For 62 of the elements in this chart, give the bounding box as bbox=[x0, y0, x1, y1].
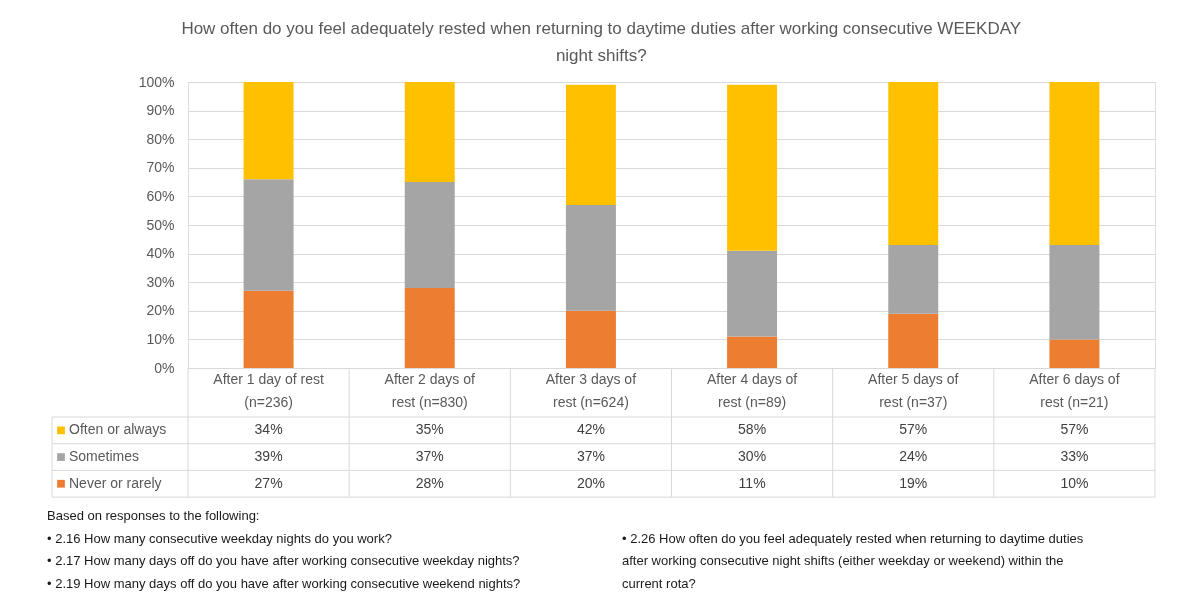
bar bbox=[888, 313, 939, 368]
y-tick-label: 60% bbox=[146, 187, 175, 204]
text: • 2.16 How many consecutive weekday nights do you work? bbox=[47, 530, 392, 546]
bar bbox=[1049, 82, 1100, 246]
bar bbox=[1049, 339, 1100, 368]
bar bbox=[888, 82, 939, 246]
bar bbox=[565, 204, 616, 311]
bar bbox=[727, 250, 778, 337]
bar bbox=[727, 336, 778, 368]
x-tick-label: After 5 days of rest (n=37) bbox=[868, 371, 959, 410]
x-tick-label: After 3 days of rest (n=624) bbox=[545, 371, 637, 410]
y-tick-label: 90% bbox=[146, 102, 175, 119]
data-label: 11% bbox=[738, 474, 766, 491]
data-label: 57% bbox=[1060, 421, 1089, 438]
data-label: 27% bbox=[254, 474, 283, 491]
data-label: 37% bbox=[415, 448, 444, 465]
data-label: 39% bbox=[254, 448, 283, 465]
x-tick-label: After 6 days of rest (n=21) bbox=[1029, 371, 1120, 410]
text: • 2.17 How many days off do you have after working consecutive weekday nights? bbox=[47, 553, 520, 569]
data-label: 10% bbox=[1060, 474, 1089, 491]
data-label: 28% bbox=[415, 474, 444, 491]
data-label: 20% bbox=[576, 474, 605, 491]
data-label: 58% bbox=[738, 421, 767, 438]
data-label: 37% bbox=[576, 448, 605, 465]
x-tick-label: After 2 days of rest (n=830) bbox=[384, 371, 475, 410]
y-tick-label: 10% bbox=[146, 330, 175, 347]
y-tick-label: 70% bbox=[146, 159, 175, 176]
y-tick-label: 30% bbox=[146, 273, 175, 290]
legend-label: Often or always bbox=[69, 421, 167, 438]
bar bbox=[1049, 245, 1100, 340]
data-label: 35% bbox=[415, 421, 444, 438]
bar bbox=[243, 179, 294, 291]
y-tick-label: 100% bbox=[138, 73, 175, 90]
data-label: 19% bbox=[899, 474, 928, 491]
bar bbox=[727, 84, 778, 251]
y-tick-label: 40% bbox=[146, 245, 175, 262]
data-label: 30% bbox=[738, 448, 767, 465]
data-label: 24% bbox=[899, 448, 928, 465]
bar bbox=[565, 84, 616, 205]
data-label: 42% bbox=[576, 421, 605, 438]
y-tick-label: 50% bbox=[146, 216, 175, 233]
y-tick-label: 0% bbox=[154, 359, 175, 376]
bar bbox=[888, 245, 939, 314]
data-label: 34% bbox=[254, 421, 283, 438]
text: Based on responses to the following: bbox=[47, 508, 260, 523]
x-tick-label: After 1 day of rest (n=236) bbox=[213, 371, 324, 410]
bar bbox=[565, 310, 616, 368]
bar bbox=[404, 287, 455, 368]
bar bbox=[404, 82, 455, 183]
data-label: 57% bbox=[899, 421, 928, 438]
bar bbox=[243, 290, 294, 368]
x-tick-label: After 4 days of rest (n=89) bbox=[706, 371, 798, 410]
legend-label: Sometimes bbox=[69, 448, 140, 465]
text: • 2.19 How many days off do you have after working consecutive weekend nights? bbox=[47, 576, 521, 592]
chart-title: How often do you feel adequately rested when returning to daytime duties after working consecutive WEEKDAY night shifts? bbox=[181, 19, 1022, 65]
bar bbox=[404, 182, 455, 288]
text: • 2.26 How often do you feel adequately rested when returning to daytime duties after working consecutive night shifts (either weekday or weekend) within the current rota? bbox=[622, 530, 1084, 592]
data-label: 33% bbox=[1060, 448, 1089, 465]
y-tick-label: 80% bbox=[146, 130, 175, 147]
legend-label: Never or rarely bbox=[69, 474, 162, 491]
bar bbox=[243, 82, 294, 180]
y-tick-label: 20% bbox=[146, 302, 175, 319]
